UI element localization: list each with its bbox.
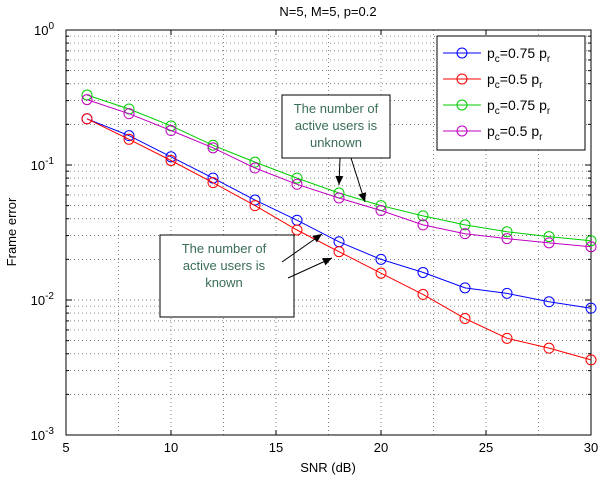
data-point <box>585 241 597 253</box>
data-point <box>501 233 513 245</box>
data-point <box>417 266 429 278</box>
data-point <box>291 224 303 236</box>
data-point <box>585 354 597 366</box>
series-line <box>86 99 592 248</box>
axis-ticks: 5 10 15 20 25 30 100 10-1 10-2 10-3 <box>31 21 599 455</box>
data-point <box>249 156 261 168</box>
legend: pc=0.75 pr pc=0.5 pr pc=0.75 pr pc=0.5 pr <box>436 35 586 151</box>
data-point <box>459 282 471 294</box>
legend-entry-1: pc=0.75 pr <box>443 45 551 65</box>
data-point <box>249 162 261 174</box>
data-point <box>165 151 177 163</box>
data-point <box>543 342 555 354</box>
legend-marker <box>456 47 468 59</box>
data-point <box>207 177 219 189</box>
series-line <box>86 118 592 309</box>
data-point <box>81 94 93 106</box>
data-point <box>417 210 429 222</box>
data-point <box>375 267 387 279</box>
data-point <box>333 192 345 204</box>
x-tick-label: 10 <box>164 440 178 455</box>
series-1 <box>81 113 597 314</box>
data-point <box>459 228 471 240</box>
data-point <box>207 142 219 154</box>
annotation-arrowhead <box>312 234 322 243</box>
data-point <box>417 219 429 231</box>
x-tick-label: 20 <box>374 440 388 455</box>
data-point <box>165 125 177 137</box>
annotation-text: unknown <box>310 135 362 150</box>
data-point <box>375 205 387 217</box>
annotation-text: active users is <box>295 118 378 133</box>
y-tick-label: 10-1 <box>31 156 55 173</box>
data-point <box>459 219 471 231</box>
y-tick-label: 10-3 <box>31 426 55 443</box>
data-point <box>543 237 555 249</box>
annotation-arrowhead <box>335 175 344 185</box>
series-lines <box>81 89 597 366</box>
data-point <box>501 226 513 238</box>
series-4 <box>81 94 597 253</box>
chart-title: N=5, M=5, p=0.2 <box>279 4 376 19</box>
x-tick-label: 30 <box>584 440 598 455</box>
data-point <box>375 253 387 265</box>
x-tick-label: 15 <box>269 440 283 455</box>
y-axis-label: Frame error <box>4 197 19 266</box>
legend-label: pc=0.75 pr <box>487 97 551 117</box>
data-point <box>585 235 597 247</box>
annotation-box <box>281 94 391 159</box>
legend-entry-3: pc=0.75 pr <box>443 97 551 117</box>
data-point <box>543 231 555 243</box>
annotation-arrowhead <box>358 192 367 202</box>
annotation-text: active users is <box>183 258 266 273</box>
legend-entry-4: pc=0.5 pr <box>443 123 543 143</box>
annotation-1: The number of active users is unknown <box>281 94 391 203</box>
data-point <box>81 113 93 125</box>
y-tick-label: 100 <box>34 21 54 38</box>
x-axis-label: SNR (dB) <box>300 460 356 475</box>
annotation-2: The number of active users is known <box>159 233 333 318</box>
x-tick-label: 25 <box>479 440 493 455</box>
data-point <box>291 172 303 184</box>
data-point <box>585 302 597 314</box>
legend-marker <box>456 99 468 111</box>
data-point <box>459 312 471 324</box>
series-2 <box>81 113 597 366</box>
data-point <box>417 288 429 300</box>
annotation-text: The number of <box>182 241 267 256</box>
data-point <box>501 287 513 299</box>
legend-label: pc=0.5 pr <box>487 71 543 91</box>
data-point <box>123 108 135 120</box>
y-tick-label: 10-2 <box>31 291 55 308</box>
data-point <box>123 133 135 145</box>
annotation-text: known <box>205 275 243 290</box>
legend-marker <box>456 125 468 137</box>
data-point <box>501 332 513 344</box>
legend-entry-2: pc=0.5 pr <box>443 71 543 91</box>
data-point <box>165 154 177 166</box>
legend-marker <box>456 73 468 85</box>
plot-area-frame <box>65 29 592 436</box>
legend-label: pc=0.5 pr <box>487 123 543 143</box>
data-point <box>333 246 345 258</box>
data-point <box>123 130 135 142</box>
legend-label: pc=0.75 pr <box>487 45 551 65</box>
data-point <box>291 178 303 190</box>
series-line <box>86 118 592 361</box>
x-tick-label: 5 <box>62 440 69 455</box>
data-point <box>543 296 555 308</box>
annotation-text: The number of <box>294 101 379 116</box>
annotation-arrowhead <box>322 258 332 266</box>
annotation-box <box>159 234 295 318</box>
data-point <box>249 200 261 212</box>
